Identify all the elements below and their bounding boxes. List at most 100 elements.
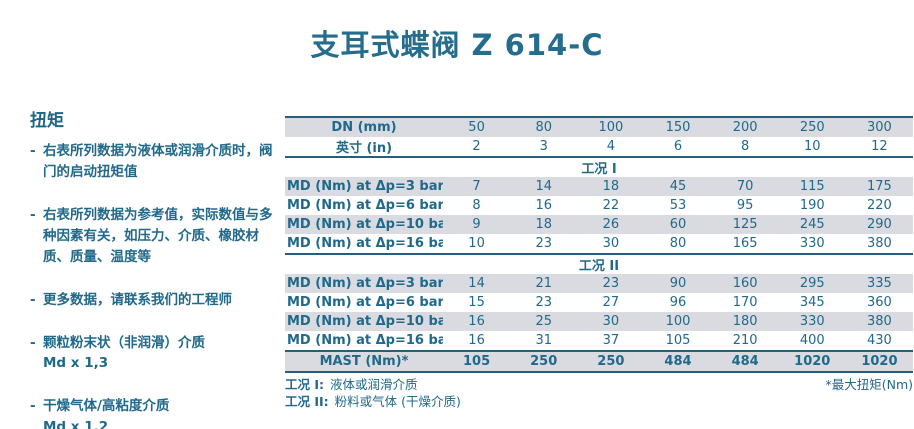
sidebar-heading: 扭矩 (30, 111, 64, 131)
table-row: MD (Nm) at Δp=3 bar 7 14 18 45 70 115 175 (285, 177, 913, 196)
table-row: MD (Nm) at Δp=16 bar 16 31 37 105 210 400 430 (285, 331, 913, 351)
table-row: MD (Nm) at Δp=6 bar 8 16 22 53 95 190 220 (285, 196, 913, 215)
bullet-dash: - (30, 206, 36, 223)
table-cell: 18 (510, 215, 578, 234)
table-cell: 165 (732, 236, 758, 251)
row-label: 工况 I (581, 162, 617, 177)
table-cell: 250 (577, 350, 645, 373)
legend-2-label: 工况 II: (285, 393, 329, 409)
bullet-text: 右表所列数据为液体或润滑介质时，阀门的启动扭矩值 (43, 143, 273, 180)
table-cell: 22 (602, 198, 620, 213)
table-cell: 37 (602, 333, 620, 348)
table-cell: 10 (778, 137, 846, 158)
table-cell: 295 (778, 274, 846, 293)
table-cell: 1020 (845, 350, 913, 373)
torque-table: DN (mm) 50 80 100 150 200 250 300 英寸 (in) 2 3 4 6 8 10… (285, 116, 913, 373)
table-cell: 15 (468, 295, 485, 310)
table-cell: 6 (644, 137, 712, 158)
table-cell: 250 (778, 116, 846, 137)
table-row: 英寸 (in) 2 3 4 6 8 10 12 (285, 137, 913, 158)
table-row: MD (Nm) at Δp=10 bar 16 25 30 100 180 330 380 (285, 312, 913, 331)
table-cell: 100 (577, 116, 645, 137)
table-cell: 105 (665, 333, 691, 348)
row-label: 工况 II (285, 253, 913, 274)
table-row: MD (Nm) at Δp=6 bar 15 23 27 96 170 345 360 (285, 293, 913, 312)
table-cell: 23 (535, 236, 552, 251)
table-cell: 60 (644, 215, 712, 234)
table-cell: 330 (778, 312, 846, 331)
table-cell: 30 (602, 236, 620, 251)
bullet-dash: - (30, 291, 36, 308)
table-cell: 16 (468, 333, 485, 348)
page-title: 支耳式蝶阀 Z 614-C (310, 28, 604, 62)
table-cell: 12 (845, 137, 913, 158)
table-row: MD (Nm) at Δp=3 bar 14 21 23 90 160 295 335 (285, 274, 913, 293)
table-cell: 335 (845, 274, 913, 293)
table-cell: 14 (510, 177, 578, 196)
table-cell: 23 (535, 295, 552, 310)
legend-1-text: 液体或润滑介质 (330, 377, 418, 392)
table-cell: 96 (669, 295, 687, 310)
row-label: MD (Nm) at Δp=6 bar (287, 295, 443, 310)
table-cell: 14 (443, 274, 511, 293)
table-cell: 70 (711, 177, 779, 196)
table-cell: 53 (669, 198, 687, 213)
table-cell: 31 (535, 333, 552, 348)
bullet-dash: - (30, 398, 36, 415)
sidebar-bullet: - 干燥气体/高粘度介质 Md x 1,2 (30, 396, 282, 429)
bullet-dash: - (30, 334, 36, 351)
table-cell: 2 (443, 137, 511, 158)
table-cell: 380 (845, 312, 913, 331)
table-cell: 4 (577, 137, 645, 158)
bullet-text: 右表所列数据为参考值，实际数值与多种因素有关，如压力、介质、橡胶材质、质量、温度… (43, 206, 273, 265)
row-label: MD (Nm) at Δp=6 bar (287, 198, 443, 213)
table-cell: 16 (443, 312, 511, 331)
max-torque-footnote: *最大扭矩(Nm) (825, 377, 913, 392)
legend-line-2: 工况 II: 粉料或气体 (干燥介质) (285, 394, 461, 411)
table-row: DN (mm) 50 80 100 150 200 250 300 (285, 116, 913, 137)
bullet-text: 颗粒粉末状（非润滑）介质 (43, 334, 205, 351)
sidebar-bullet: - 右表所列数据为参考值，实际数值与多种因素有关，如压力、介质、橡胶材质、质量、温… (30, 205, 282, 268)
table-cell: 100 (644, 312, 712, 331)
condition-legend: 工况 I: 液体或润滑介质 工况 II: 粉料或气体 (干燥介质) (285, 377, 461, 411)
row-label: DN (mm) (285, 116, 443, 137)
legend-1-label: 工况 I: (285, 377, 325, 392)
row-label: MD (Nm) at Δp=16 bar (287, 333, 443, 348)
sidebar-bullet: - 右表所列数据为液体或润滑介质时，阀门的启动扭矩值 (30, 141, 282, 183)
table-cell: 380 (867, 236, 892, 251)
table-cell: 50 (443, 116, 511, 137)
table-cell: 8 (711, 137, 779, 158)
row-label: MAST (Nm)* (285, 350, 443, 373)
table-cell: 8 (472, 198, 481, 213)
table-cell: 125 (711, 215, 779, 234)
table-cell: 90 (644, 274, 712, 293)
table-cell: 245 (778, 215, 846, 234)
row-label: MD (Nm) at Δp=3 bar (285, 177, 443, 196)
table-cell: 160 (711, 274, 779, 293)
table-cell: 25 (510, 312, 578, 331)
table-cell: 360 (867, 295, 892, 310)
table-cell: 180 (711, 312, 779, 331)
bullet-text: 干燥气体/高粘度介质 (43, 398, 170, 415)
table-cell: 220 (867, 198, 892, 213)
torque-table-area: DN (mm) 50 80 100 150 200 250 300 英寸 (in) 2 3 4 6 8 10… (285, 116, 913, 411)
table-cell: 95 (736, 198, 754, 213)
table-cell: 9 (443, 215, 511, 234)
table-cell: 3 (510, 137, 578, 158)
table-notes: 工况 I: 液体或润滑介质 工况 II: 粉料或气体 (干燥介质) *最大扭矩(Nm… (285, 377, 913, 411)
row-label: 英寸 (in) (285, 137, 443, 158)
table-cell: 175 (845, 177, 913, 196)
row-label: MD (Nm) at Δp=10 bar (285, 215, 443, 234)
legend-line-1: 工况 I: 液体或润滑介质 (285, 377, 461, 394)
row-label: MD (Nm) at Δp=16 bar (287, 236, 443, 251)
table-cell: 400 (799, 333, 825, 348)
table-cell: 27 (602, 295, 620, 310)
row-label: MD (Nm) at Δp=10 bar (285, 312, 443, 331)
table-cell: 16 (535, 198, 552, 213)
table-row: 工况 I (285, 157, 913, 177)
table-cell: 10 (468, 236, 485, 251)
table-cell: 150 (644, 116, 712, 137)
bullet-subtext: Md x 1,3 (43, 355, 109, 372)
table-row: MD (Nm) at Δp=10 bar 9 18 26 60 125 245 290 (285, 215, 913, 234)
